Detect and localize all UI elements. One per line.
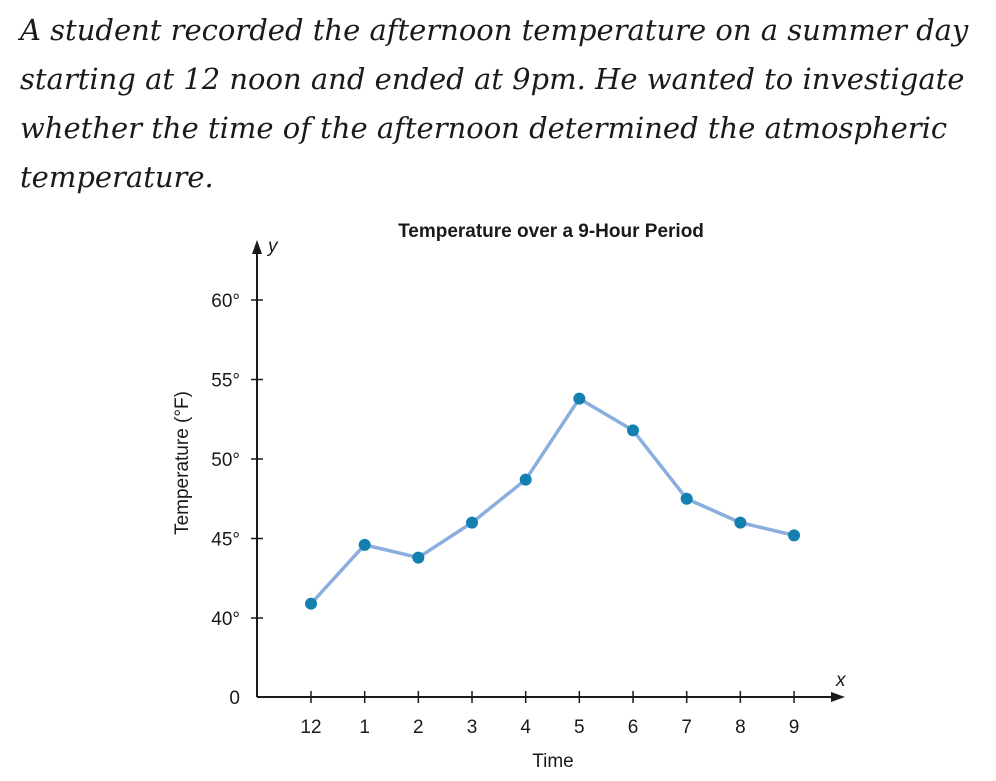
x-tick-label: 6 — [628, 717, 639, 738]
y-tick-label: 50° — [211, 450, 240, 471]
data-point — [680, 492, 693, 505]
y-axis-label: Temperature (°F) — [172, 391, 193, 535]
x-tick-label: 8 — [735, 717, 746, 738]
y-tick-label: 40° — [211, 609, 240, 630]
data-point — [412, 551, 425, 564]
y-tick-label: 45° — [211, 530, 240, 551]
x-tick-label: 5 — [574, 717, 585, 738]
y-tick-label: 55° — [211, 371, 240, 392]
x-axis-variable: x — [835, 670, 847, 691]
data-point — [305, 597, 317, 610]
series-line — [309, 396, 795, 605]
data-point — [358, 538, 371, 551]
x-axis-label: Time — [532, 751, 574, 772]
x-tick-label: 7 — [681, 717, 692, 738]
x-tick-label: 2 — [413, 717, 424, 738]
data-point — [573, 392, 586, 405]
x-tick-label: 9 — [789, 717, 800, 738]
x-tick-label: 12 — [300, 717, 321, 738]
data-point — [734, 516, 747, 529]
chart-title: Temperature over a 9-Hour Period — [398, 221, 704, 242]
data-point — [466, 516, 479, 529]
x-tick-label: 1 — [359, 717, 370, 738]
x-tick-label: 3 — [467, 717, 478, 738]
y-axis-arrow — [252, 240, 262, 254]
x-tick-label: 4 — [520, 717, 531, 738]
data-point — [519, 473, 532, 486]
data-point — [627, 424, 640, 437]
y-axis-variable: y — [266, 236, 279, 257]
y-tick-label: 60° — [211, 291, 240, 312]
data-point — [788, 529, 801, 542]
question-text: A student recorded the afternoon tempera… — [20, 13, 969, 194]
y-tick-label: 0 — [229, 688, 240, 709]
x-axis-arrow — [831, 692, 845, 702]
